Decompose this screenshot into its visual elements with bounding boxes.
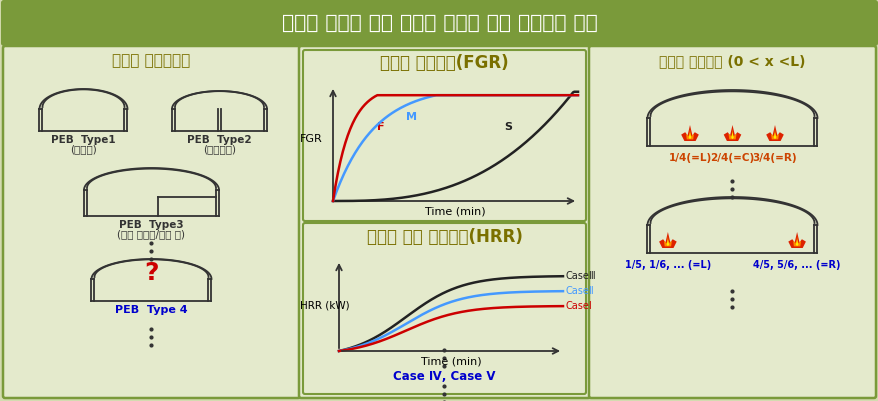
Text: ?: ?: [144, 261, 159, 285]
FancyBboxPatch shape: [303, 223, 586, 394]
Text: Time (min): Time (min): [421, 356, 481, 366]
Text: PEB  Type3: PEB Type3: [119, 220, 184, 230]
Polygon shape: [666, 239, 668, 246]
Text: 2/4(=C): 2/4(=C): [709, 153, 754, 163]
Polygon shape: [770, 129, 778, 140]
Polygon shape: [792, 236, 800, 246]
Text: 열원의 성장속도(FGR): 열원의 성장속도(FGR): [380, 54, 508, 72]
Text: FGR: FGR: [300, 134, 322, 144]
Polygon shape: [688, 132, 690, 139]
Text: CaseⅡ: CaseⅡ: [565, 286, 594, 296]
Polygon shape: [773, 132, 775, 139]
Text: CaseⅠ: CaseⅠ: [565, 301, 592, 311]
Polygon shape: [766, 125, 783, 141]
Text: Case Ⅳ, Case Ⅴ: Case Ⅳ, Case Ⅴ: [392, 369, 495, 383]
Text: PEB  Type1: PEB Type1: [51, 135, 116, 145]
Polygon shape: [680, 125, 698, 141]
Polygon shape: [663, 236, 671, 246]
Text: 4/5, 5/6, ... (=R): 4/5, 5/6, ... (=R): [752, 260, 840, 270]
Text: 경우에 따른 열방출율(HRR): 경우에 따른 열방출율(HRR): [366, 228, 522, 246]
Text: M: M: [406, 113, 417, 122]
Text: 신뢰도 향상을 위한 다양한 변수에 대한 구조해석 필요: 신뢰도 향상을 위한 다양한 변수에 대한 구조해석 필요: [281, 14, 597, 32]
Text: HRR (kW): HRR (kW): [300, 300, 349, 310]
Text: S: S: [504, 122, 512, 132]
FancyBboxPatch shape: [299, 46, 589, 398]
Polygon shape: [730, 132, 733, 139]
FancyBboxPatch shape: [3, 46, 299, 398]
Polygon shape: [723, 125, 740, 141]
Text: 다양한 구조물타입: 다양한 구조물타입: [112, 53, 191, 69]
Polygon shape: [658, 232, 676, 248]
Text: 1/5, 1/6, ... (=L): 1/5, 1/6, ... (=L): [624, 260, 710, 270]
Text: PEB  Type 4: PEB Type 4: [115, 305, 188, 315]
Text: F: F: [377, 122, 385, 132]
FancyBboxPatch shape: [303, 50, 586, 221]
Text: CaseⅢ: CaseⅢ: [565, 271, 596, 281]
Text: 다양한 열원위치 (0 < x <L): 다양한 열원위치 (0 < x <L): [658, 54, 805, 68]
Text: (내부 사무실/창고 형): (내부 사무실/창고 형): [118, 229, 185, 239]
Text: Time (min): Time (min): [425, 206, 486, 216]
Text: 3/4(=R): 3/4(=R): [752, 153, 796, 163]
Text: (기본형): (기본형): [70, 144, 97, 154]
Polygon shape: [728, 129, 736, 140]
Polygon shape: [788, 232, 805, 248]
FancyBboxPatch shape: [2, 1, 876, 45]
Text: 1/4(=L): 1/4(=L): [667, 153, 711, 163]
Polygon shape: [685, 129, 694, 140]
Polygon shape: [795, 239, 797, 246]
Text: PEB  Type2: PEB Type2: [187, 135, 251, 145]
Text: (연속보형): (연속보형): [203, 144, 235, 154]
FancyBboxPatch shape: [588, 46, 875, 398]
